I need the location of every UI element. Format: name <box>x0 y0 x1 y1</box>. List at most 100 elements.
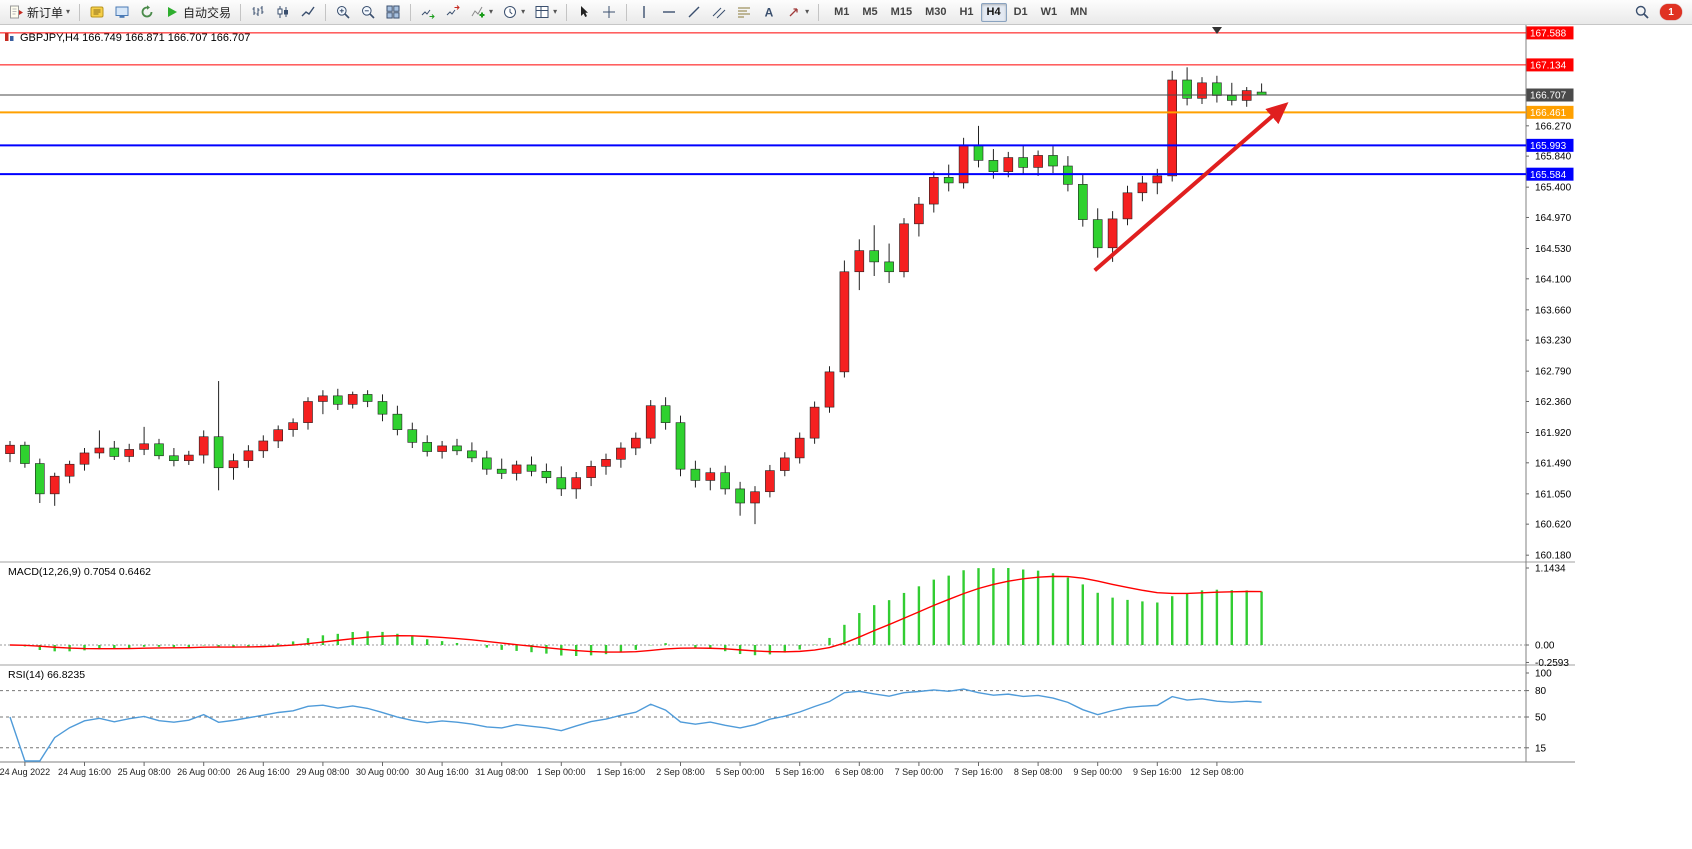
timeframe-button-m1[interactable]: M1 <box>828 3 855 22</box>
chart-shift-marker[interactable] <box>1212 27 1222 34</box>
timeframe-button-m30[interactable]: M30 <box>919 3 952 22</box>
price-tick-label: 162.360 <box>1535 397 1572 408</box>
time-axis-label: 9 Sep 00:00 <box>1073 767 1122 777</box>
zoom-in-button[interactable] <box>331 2 355 23</box>
terminal-button[interactable] <box>110 2 134 23</box>
tile-windows-button[interactable] <box>381 2 405 23</box>
macd-axis-label: -0.2593 <box>1535 658 1569 669</box>
price-tick-label: 160.620 <box>1535 520 1572 531</box>
timeframe-button-m15[interactable]: M15 <box>885 3 918 22</box>
bar-chart-button[interactable] <box>246 2 270 23</box>
notification-badge[interactable]: 1 <box>1660 4 1682 20</box>
text-tool-button[interactable]: A <box>757 2 781 23</box>
chart-symbol-icon <box>5 33 14 41</box>
price-chart-svg[interactable]: 1.1434 0.00 -0.2593 100 80 50 15 167.588 167.1… <box>0 25 1692 849</box>
candle-body <box>675 422 686 470</box>
time-axis-label: 12 Sep 08:00 <box>1190 767 1244 777</box>
timeframe-button-w1[interactable]: W1 <box>1035 3 1064 22</box>
price-tick-label: 164.970 <box>1535 213 1572 224</box>
candle-body <box>243 450 254 462</box>
price-tag-box <box>1526 88 1574 102</box>
candle-body <box>988 160 999 172</box>
candle-body <box>779 457 790 471</box>
candle-body <box>496 468 507 474</box>
new-order-button[interactable]: 新订单 ▾ <box>4 2 74 23</box>
indicators-button[interactable]: ▾ <box>466 2 497 23</box>
timeframe-button-mn[interactable]: MN <box>1064 3 1093 22</box>
timeframe-toolbar: M1 M5 M15 M30 H1 H4 D1 W1 MN <box>828 2 1093 22</box>
periods-button[interactable]: ▾ <box>498 2 529 23</box>
indicators-icon <box>470 4 485 18</box>
time-axis-label: 26 Aug 16:00 <box>237 767 290 777</box>
candle-body <box>884 261 894 273</box>
text-icon: A <box>765 6 774 20</box>
horizontal-line-objects[interactable] <box>0 32 1526 176</box>
time-axis-label: 5 Sep 16:00 <box>775 767 824 777</box>
vertical-line-button[interactable] <box>632 2 656 23</box>
candle-body <box>1092 219 1103 249</box>
price-tick-label: 161.490 <box>1535 458 1572 469</box>
line-chart-button[interactable] <box>296 2 320 23</box>
arrows-tool-button[interactable]: ▾ <box>782 2 813 23</box>
candle-body <box>616 447 626 460</box>
time-axis-label: 6 Sep 08:00 <box>835 767 884 777</box>
candle-body <box>839 271 850 373</box>
candle-body <box>94 447 105 454</box>
rsi-label: RSI(14) 66.8235 <box>8 669 85 681</box>
trend-arrow-object[interactable] <box>1093 102 1289 272</box>
candle-body <box>332 395 343 405</box>
candle-body <box>586 466 596 478</box>
macd-label: MACD(12,26,9) 0.7054 0.6462 <box>8 566 151 578</box>
fibonacci-button[interactable] <box>732 2 756 23</box>
timeframe-button-h1[interactable]: H1 <box>953 3 979 22</box>
search-button[interactable] <box>1630 2 1654 23</box>
candle-body <box>601 458 611 467</box>
candle-body <box>184 454 194 462</box>
time-axis-label: 7 Sep 16:00 <box>954 767 1003 777</box>
price-tag-label: 166.707 <box>1530 91 1567 102</box>
candle-body <box>481 457 492 470</box>
candle-body <box>1033 155 1043 168</box>
candle-body <box>169 455 179 462</box>
time-axis-label: 25 Aug 08:00 <box>118 767 171 777</box>
candle-body <box>645 405 656 439</box>
chart-title: GBPJPY,H4 166.749 166.871 166.707 166.70… <box>20 32 250 44</box>
candle-body <box>1227 95 1237 101</box>
bar-chart-icon <box>250 4 266 20</box>
templates-button[interactable]: ▾ <box>530 2 561 23</box>
candle-body <box>377 401 388 415</box>
candle-body <box>154 443 164 457</box>
horizontal-line-button[interactable] <box>657 2 681 23</box>
chart-shift-button[interactable] <box>441 2 465 23</box>
timeframe-button-m5[interactable]: M5 <box>856 3 883 22</box>
time-axis-label: 9 Sep 16:00 <box>1133 767 1182 777</box>
trend-arrow[interactable] <box>1093 102 1289 272</box>
candle-body <box>556 477 567 490</box>
candle-body <box>452 445 462 452</box>
macd-axis-label: 0.00 <box>1535 641 1555 652</box>
crosshair-button[interactable] <box>597 2 621 23</box>
candle-body <box>705 472 716 481</box>
candlestick-button[interactable] <box>271 2 295 23</box>
cursor-button[interactable] <box>572 2 596 23</box>
price-tick-label: 161.920 <box>1535 428 1572 439</box>
refresh-button[interactable] <box>135 2 159 23</box>
trendline-button[interactable] <box>682 2 706 23</box>
autotrading-button[interactable]: 自动交易 <box>160 2 235 23</box>
chart-window[interactable]: 1.1434 0.00 -0.2593 100 80 50 15 167.588 167.1… <box>0 25 1692 849</box>
crosshair-icon <box>603 6 616 18</box>
channel-button[interactable] <box>707 2 731 23</box>
timeframe-button-d1[interactable]: D1 <box>1008 3 1034 22</box>
candle-body <box>64 463 75 477</box>
zoom-out-button[interactable] <box>356 2 380 23</box>
candle-body <box>958 144 969 184</box>
candle-body <box>288 422 298 430</box>
candle-body <box>750 491 760 504</box>
candle-body <box>660 405 671 423</box>
candle-body <box>422 442 433 452</box>
timeframe-button-h4[interactable]: H4 <box>980 2 1007 22</box>
metaeditor-button[interactable] <box>85 2 109 23</box>
macd-panel: 1.1434 0.00 -0.2593 <box>0 564 1569 669</box>
auto-scroll-button[interactable] <box>416 2 440 23</box>
candle-body <box>914 203 924 225</box>
